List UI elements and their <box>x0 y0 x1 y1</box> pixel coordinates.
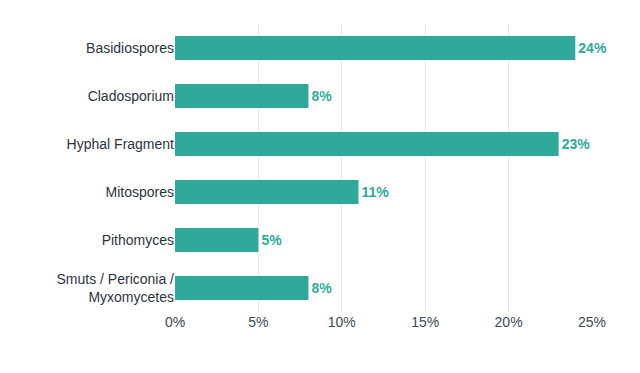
svg-text:Pithomyces: Pithomyces <box>102 232 174 248</box>
svg-text:10%: 10% <box>328 314 356 330</box>
svg-text:5%: 5% <box>261 232 282 248</box>
svg-text:20%: 20% <box>495 314 523 330</box>
svg-text:Cladosporium: Cladosporium <box>88 88 174 104</box>
svg-text:11%: 11% <box>361 184 389 200</box>
svg-text:Hyphal Fragment: Hyphal Fragment <box>67 136 174 152</box>
svg-text:15%: 15% <box>411 314 439 330</box>
svg-text:24%: 24% <box>578 40 607 56</box>
svg-text:Mitospores: Mitospores <box>106 184 174 200</box>
svg-text:Smuts / Periconia /Myxomycetes: Smuts / Periconia /Myxomycetes <box>57 271 175 305</box>
svg-text:5%: 5% <box>248 314 268 330</box>
svg-text:Basidiospores: Basidiospores <box>86 40 174 56</box>
svg-text:8%: 8% <box>311 280 332 296</box>
svg-text:8%: 8% <box>311 88 332 104</box>
svg-text:25%: 25% <box>578 314 606 330</box>
svg-text:0%: 0% <box>165 314 185 330</box>
svg-text:23%: 23% <box>562 136 591 152</box>
